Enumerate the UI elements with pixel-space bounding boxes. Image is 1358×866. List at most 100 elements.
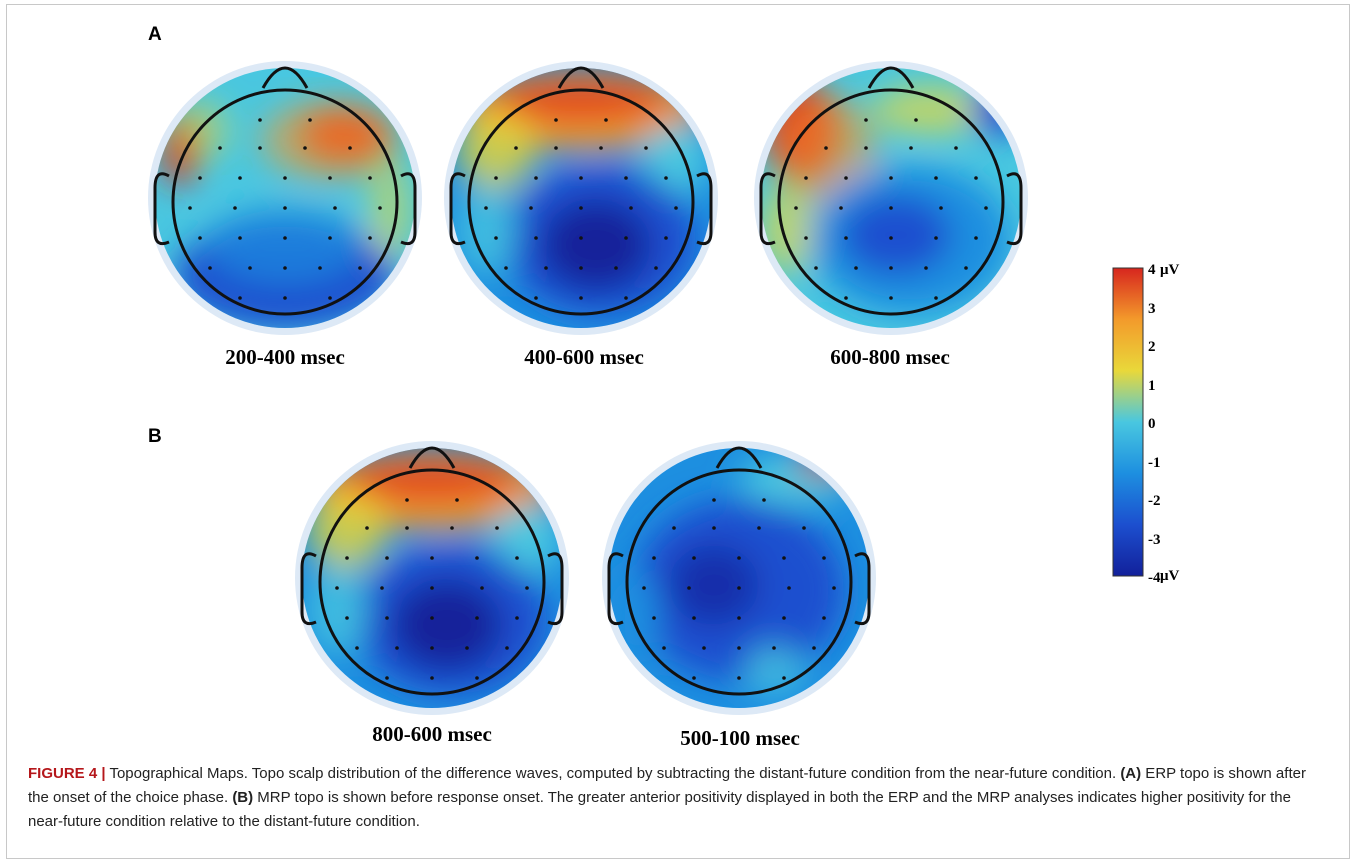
electrode-dot bbox=[889, 296, 893, 300]
electrode-dot bbox=[629, 206, 633, 210]
electrode-dot bbox=[822, 556, 826, 560]
electrode-dot bbox=[624, 176, 628, 180]
electrode-dot bbox=[529, 206, 533, 210]
electrode-dot bbox=[924, 266, 928, 270]
head-outline bbox=[171, 88, 399, 316]
electrode-dot bbox=[864, 146, 868, 150]
topomap-400-600 bbox=[444, 61, 718, 335]
electrode-dot bbox=[405, 526, 409, 530]
electrode-dot bbox=[839, 206, 843, 210]
electrode-dot bbox=[844, 236, 848, 240]
electrode-dot bbox=[283, 266, 287, 270]
electrode-dot bbox=[579, 296, 583, 300]
electrode-dot bbox=[534, 236, 538, 240]
electrode-dot bbox=[822, 616, 826, 620]
caption-panel-a-ref: (A) bbox=[1120, 765, 1142, 782]
electrode-dot bbox=[258, 118, 262, 122]
electrode-dot bbox=[258, 146, 262, 150]
electrode-dot bbox=[385, 616, 389, 620]
topomap-caption: 500-100 msec bbox=[680, 726, 800, 750]
caption-text: Topographical Maps. Topo scalp distribut… bbox=[105, 765, 1121, 782]
electrode-dot bbox=[782, 676, 786, 680]
electrode-dot bbox=[672, 526, 676, 530]
electrode-dot bbox=[430, 556, 434, 560]
electrode-dot bbox=[405, 498, 409, 502]
electrode-dot bbox=[692, 616, 696, 620]
electrode-dot bbox=[604, 118, 608, 122]
electrode-dot bbox=[889, 206, 893, 210]
electrode-dot bbox=[652, 616, 656, 620]
caption-text: MRP topo is shown before response onset.… bbox=[28, 789, 1291, 830]
electrode-dot bbox=[484, 206, 488, 210]
electrode-dot bbox=[430, 616, 434, 620]
electrode-dot bbox=[737, 586, 741, 590]
electrode-dot bbox=[248, 266, 252, 270]
electrode-dot bbox=[964, 266, 968, 270]
electrode-dot bbox=[218, 146, 222, 150]
electrode-dot bbox=[283, 206, 287, 210]
topomap-200-400 bbox=[148, 61, 422, 335]
electrode-dot bbox=[335, 586, 339, 590]
electrode-dot bbox=[889, 176, 893, 180]
electrode-dot bbox=[368, 236, 372, 240]
electrode-dot bbox=[854, 266, 858, 270]
electrode-dot bbox=[737, 646, 741, 650]
nose-outline bbox=[408, 446, 456, 469]
electrode-dot bbox=[737, 556, 741, 560]
nose-outline bbox=[715, 446, 763, 469]
electrode-dot bbox=[504, 266, 508, 270]
electrode-dot bbox=[188, 206, 192, 210]
electrode-dot bbox=[380, 586, 384, 590]
colorbar-tick-label: 2 bbox=[1148, 339, 1156, 355]
left-ear-outline bbox=[153, 172, 170, 246]
electrode-dot bbox=[358, 266, 362, 270]
electrode-dot bbox=[909, 146, 913, 150]
electrode-dot bbox=[782, 556, 786, 560]
electrode-dot bbox=[368, 176, 372, 180]
electrode-dot bbox=[579, 236, 583, 240]
electrode-dot bbox=[238, 296, 242, 300]
topomap-caption: 200-400 msec bbox=[225, 345, 345, 369]
electrode-dot bbox=[772, 646, 776, 650]
electrode-dot bbox=[480, 586, 484, 590]
electrode-dot bbox=[348, 146, 352, 150]
electrode-dot bbox=[355, 646, 359, 650]
left-ear-outline bbox=[449, 172, 466, 246]
colorbar-tick-label: -4 bbox=[1148, 570, 1161, 586]
electrode-dot bbox=[233, 206, 237, 210]
electrode-dot bbox=[984, 206, 988, 210]
caption-panel-b-ref: (B) bbox=[232, 789, 254, 806]
electrode-dot bbox=[208, 266, 212, 270]
head-outline bbox=[318, 468, 546, 696]
electrode-dot bbox=[642, 586, 646, 590]
colorbar-tick-label: -1 bbox=[1148, 454, 1161, 471]
electrode-dot bbox=[345, 616, 349, 620]
colorbar-tick-label: -3 bbox=[1148, 531, 1161, 548]
electrode-dot bbox=[198, 236, 202, 240]
electrode-dot bbox=[495, 526, 499, 530]
electrode-dot bbox=[525, 586, 529, 590]
electrode-dot bbox=[599, 146, 603, 150]
electrode-dot bbox=[238, 236, 242, 240]
electrode-dot bbox=[974, 176, 978, 180]
electrode-dot bbox=[954, 146, 958, 150]
electrode-dot bbox=[974, 236, 978, 240]
electrode-dot bbox=[534, 296, 538, 300]
electrode-dot bbox=[692, 676, 696, 680]
panel-label-a: A bbox=[148, 24, 162, 45]
electrode-dot bbox=[430, 586, 434, 590]
electrode-dot bbox=[465, 646, 469, 650]
electrode-dot bbox=[844, 176, 848, 180]
figure-number: FIGURE 4 | bbox=[28, 765, 106, 782]
electrode-dot bbox=[308, 118, 312, 122]
electrode-dot bbox=[814, 266, 818, 270]
electrode-dot bbox=[475, 676, 479, 680]
nose-outline bbox=[867, 66, 915, 89]
electrode-dot bbox=[450, 526, 454, 530]
electrode-dot bbox=[654, 266, 658, 270]
electrode-dot bbox=[494, 236, 498, 240]
colorbar bbox=[1112, 267, 1144, 577]
right-ear-outline bbox=[547, 552, 564, 626]
electrode-dot bbox=[579, 266, 583, 270]
electrode-dot bbox=[934, 236, 938, 240]
